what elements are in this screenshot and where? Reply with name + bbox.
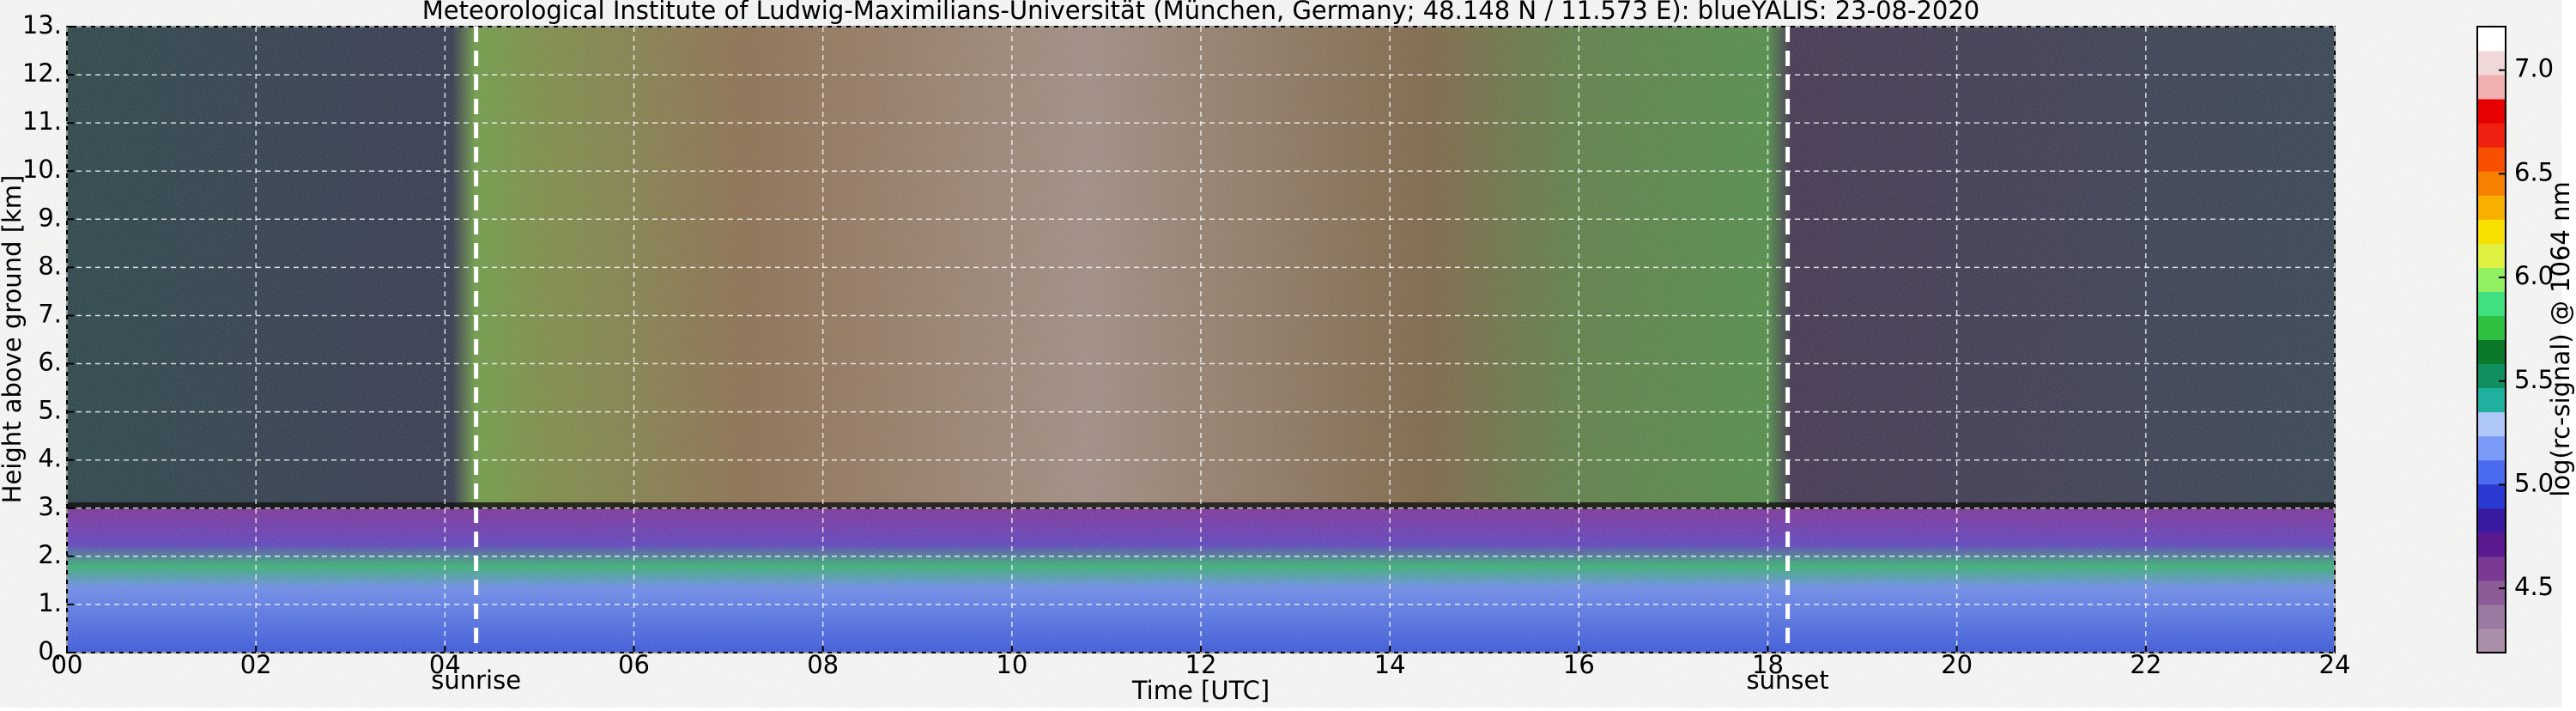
x-tick-label: 04 (429, 650, 461, 679)
y-tick-label: 8. (38, 251, 62, 280)
colorbar-segment (2477, 267, 2506, 292)
y-tick-label: 9. (38, 203, 62, 232)
colorbar-segment (2477, 99, 2506, 124)
colorbar-label: log(rc-signal) @ 1064 nm (2546, 181, 2575, 496)
colorbar-tick-label: 5.5 (2514, 365, 2554, 394)
colorbar-segment (2477, 147, 2506, 172)
x-tick-label: 24 (2319, 650, 2351, 679)
x-tick-label: 10 (996, 650, 1027, 679)
colorbar-tick-label: 5.0 (2514, 468, 2554, 497)
colorbar-segment (2477, 507, 2506, 533)
colorbar-segment (2477, 195, 2506, 220)
y-tick-label: 0. (38, 636, 62, 665)
y-tick-label: 3. (38, 492, 62, 521)
colorbar-segment (2477, 27, 2506, 52)
colorbar-tick-label: 6.5 (2514, 157, 2554, 186)
colorbar-segment (2477, 628, 2506, 653)
y-tick-label: 10. (22, 155, 62, 184)
y-tick-label: 1. (38, 588, 62, 617)
colorbar-segment (2477, 339, 2506, 365)
colorbar-segment (2477, 604, 2506, 629)
x-tick-label: 08 (807, 650, 839, 679)
colorbar-tick-label: 4.5 (2514, 572, 2554, 601)
annotation-label: sunset (1747, 665, 1829, 695)
colorbar-segment (2477, 219, 2506, 244)
colorbar-frame (2476, 26, 2506, 653)
colorbar-segment (2477, 315, 2506, 340)
y-tick-label: 11. (22, 106, 62, 136)
x-axis-label: Time [UTC] (1131, 676, 1270, 705)
colorbar-segment (2477, 75, 2506, 100)
x-tick-label: 16 (1563, 650, 1595, 679)
x-tick-label: 00 (52, 650, 83, 679)
colorbar-segment (2477, 171, 2506, 196)
colorbar-segment (2477, 243, 2506, 268)
colorbar-segment (2477, 483, 2506, 509)
y-tick-label: 12. (22, 58, 62, 88)
y-axis-label: Height above ground [km] (0, 175, 27, 504)
colorbar-segment (2477, 435, 2506, 461)
x-tick-label: 06 (618, 650, 650, 679)
colorbar-segment (2477, 556, 2506, 581)
colorbar-segment (2477, 51, 2506, 76)
colorbar-segment (2477, 459, 2506, 485)
colorbar-segment (2477, 411, 2506, 437)
chart-title: Meteorological Institute of Ludwig-Maxim… (422, 0, 1980, 25)
annotation-label: sunrise (431, 665, 521, 695)
x-tick-label: 12 (1185, 650, 1217, 679)
colorbar-segment (2477, 580, 2506, 605)
x-tick-label: 14 (1374, 650, 1406, 679)
colorbar-segment (2477, 291, 2506, 316)
x-tick-label: 18 (1752, 650, 1784, 679)
y-tick-label: 7. (38, 299, 62, 328)
y-tick-label: 4. (38, 444, 62, 473)
colorbar-tick-label: 7.0 (2514, 54, 2554, 83)
colorbar-segment (2477, 123, 2506, 148)
colorbar-segment (2477, 532, 2506, 557)
y-tick-label: 6. (38, 348, 62, 377)
colorbar-tick-label: 6.0 (2514, 261, 2554, 290)
y-tick-label: 5. (38, 396, 62, 425)
y-tick-label: 2. (38, 540, 62, 569)
y-tick-label: 13. (22, 10, 62, 40)
x-tick-label: 20 (1941, 650, 1973, 679)
colorbar-segment (2477, 363, 2506, 389)
x-tick-label: 22 (2130, 650, 2161, 679)
x-tick-label: 02 (240, 650, 272, 679)
colorbar-segment (2477, 387, 2506, 413)
